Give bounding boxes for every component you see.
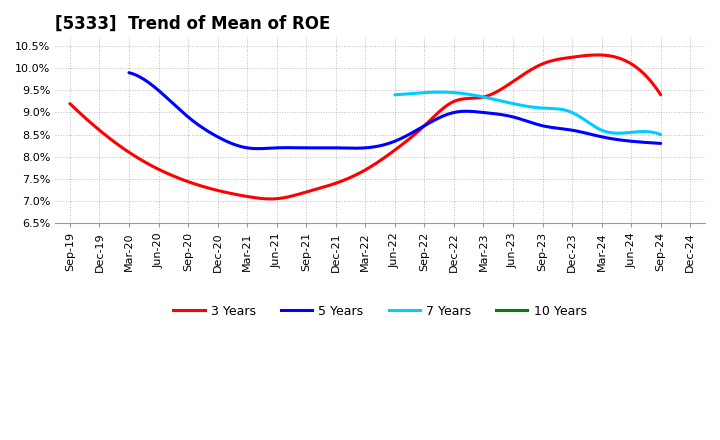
3 Years [644, 76, 653, 81]
3 Years [418, 125, 427, 130]
7 Years [535, 105, 544, 110]
Line: 5 Years: 5 Years [129, 73, 661, 149]
3 Years [347, 174, 356, 180]
3 Years [66, 101, 74, 106]
7 Years [609, 130, 618, 136]
5 Years [644, 140, 653, 145]
5 Years [382, 142, 390, 147]
7 Years [519, 103, 528, 108]
5 Years [378, 143, 387, 148]
Line: 3 Years: 3 Years [70, 55, 661, 199]
7 Years [650, 130, 659, 136]
Line: 7 Years: 7 Years [395, 92, 661, 135]
5 Years [442, 112, 451, 117]
5 Years [253, 146, 262, 151]
3 Years [387, 150, 395, 156]
Text: [5333]  Trend of Mean of ROE: [5333] Trend of Mean of ROE [55, 15, 330, 33]
7 Years [436, 89, 444, 95]
5 Years [562, 127, 570, 132]
3 Years [657, 92, 665, 97]
5 Years [657, 141, 665, 146]
3 Years [551, 57, 559, 62]
3 Years [267, 196, 276, 202]
5 Years [125, 70, 133, 75]
7 Years [549, 106, 558, 111]
5 Years [413, 127, 422, 132]
7 Years [517, 103, 526, 108]
3 Years [593, 52, 602, 58]
7 Years [657, 132, 665, 137]
Legend: 3 Years, 5 Years, 7 Years, 10 Years: 3 Years, 5 Years, 7 Years, 10 Years [168, 300, 592, 323]
7 Years [390, 92, 399, 97]
3 Years [351, 172, 359, 178]
